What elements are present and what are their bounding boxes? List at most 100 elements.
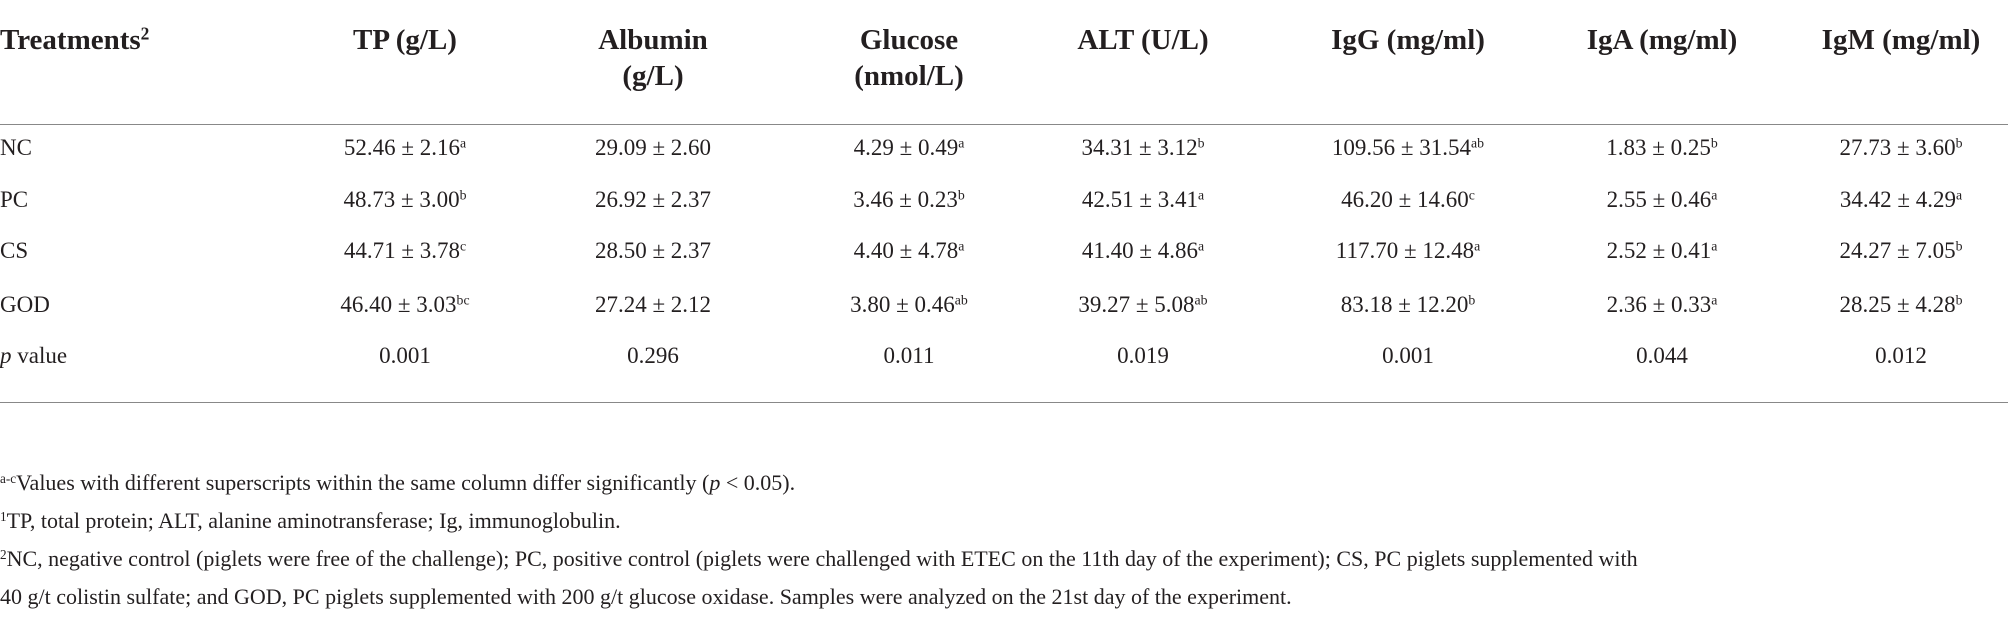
footnote: 40 g/t colistin sulfate; and GOD, PC pig… — [0, 584, 1292, 610]
cell: 117.70 ± 12.48a — [1336, 238, 1480, 264]
cell-value: 3.80 ± 0.46 — [850, 292, 955, 317]
cell-value: 46.40 ± 3.03 — [340, 292, 457, 317]
cell: 0.296 — [627, 343, 679, 369]
cell-sup: a — [1711, 238, 1718, 254]
cell: 34.42 ± 4.29a — [1840, 187, 1962, 213]
header-line: IgA (mg/ml) — [1586, 24, 1738, 56]
cell: 3.80 ± 0.46ab — [850, 292, 968, 318]
cell: 4.40 ± 4.78a — [854, 238, 965, 264]
cell: 27.24 ± 2.12 — [595, 292, 711, 318]
cell-value: 52.46 ± 2.16 — [343, 135, 460, 160]
header-cell: Albumin (g/L) — [598, 22, 708, 94]
cell-sup: a — [460, 135, 467, 151]
header-cell: IgA (mg/ml) — [1587, 22, 1738, 58]
cell-value: 29.09 ± 2.60 — [594, 135, 712, 160]
header-cell: ALT (U/L) — [1077, 22, 1208, 58]
row-label: GOD — [0, 292, 50, 318]
cell-sup: a — [958, 238, 965, 254]
footnote: a-cValues with different superscripts wi… — [0, 470, 795, 496]
cell-value: 1.83 ± 0.25 — [1606, 135, 1711, 160]
cell-value: 34.31 ± 3.12 — [1081, 135, 1198, 160]
header-line: ALT (U/L) — [1077, 24, 1209, 56]
cell: 3.46 ± 0.23b — [853, 187, 965, 213]
cell-sup: b — [1468, 292, 1476, 308]
header-line: (g/L) — [622, 60, 684, 92]
cell-sup: b — [459, 187, 467, 203]
cell-value: 42.51 ± 3.41 — [1081, 187, 1198, 212]
cell-value: 0.001 — [379, 343, 431, 368]
cell-value: 46.20 ± 14.60 — [1341, 187, 1469, 212]
cell-value: 83.18 ± 12.20 — [1340, 292, 1469, 317]
cell-value: 4.29 ± 0.49 — [853, 135, 959, 160]
cell: 34.31 ± 3.12b — [1081, 135, 1204, 161]
cell: 26.92 ± 2.37 — [595, 187, 711, 213]
cell-sup: a — [1711, 292, 1718, 308]
cell-sup: c — [1468, 187, 1475, 203]
cell: 52.46 ± 2.16a — [344, 135, 466, 161]
cell-sup: bc — [456, 292, 470, 308]
cell-sup: a — [1198, 187, 1205, 203]
cell-value: 27.24 ± 2.12 — [594, 292, 712, 317]
cell: 0.001 — [1382, 343, 1434, 369]
header-line: IgG (mg/ml) — [1331, 24, 1485, 56]
cell-sup: b — [1710, 135, 1718, 151]
cell-sup: c — [460, 238, 467, 254]
cell: 0.012 — [1875, 343, 1927, 369]
footnote: 2NC, negative control (piglets were free… — [0, 546, 1638, 572]
cell: 28.50 ± 2.37 — [595, 238, 711, 264]
row-label: p value — [0, 343, 67, 369]
cell-value: 27.73 ± 3.60 — [1839, 135, 1956, 160]
cell-value: 28.25 ± 4.28 — [1839, 292, 1956, 317]
footnote-text: Values with different superscripts withi… — [16, 470, 710, 495]
cell-value: 28.50 ± 2.37 — [594, 238, 712, 263]
cell: 29.09 ± 2.60 — [595, 135, 711, 161]
header-cell: IgM (mg/ml) — [1822, 22, 1981, 58]
cell-sup: b — [1197, 135, 1205, 151]
cell: 28.25 ± 4.28b — [1839, 292, 1962, 318]
header-text: Treatments — [0, 24, 141, 56]
cell: 0.011 — [884, 343, 935, 369]
cell-value: 0.044 — [1636, 343, 1688, 368]
cell-sup: ab — [1194, 292, 1208, 308]
cell-value: 44.71 ± 3.78 — [343, 238, 460, 263]
cell: 48.73 ± 3.00b — [343, 187, 466, 213]
cell-value: 24.27 ± 7.05 — [1839, 238, 1956, 263]
cell-value: 117.70 ± 12.48 — [1335, 238, 1475, 263]
cell-value: 0.012 — [1875, 343, 1927, 368]
cell: 0.001 — [379, 343, 431, 369]
cell-value: 2.55 ± 0.46 — [1606, 187, 1712, 212]
cell-value: 3.46 ± 0.23 — [853, 187, 958, 212]
footnote-text: < 0.05). — [720, 470, 796, 495]
cell-sup: a — [1474, 238, 1481, 254]
cell-sup: a — [958, 135, 965, 151]
label-part: PC — [0, 187, 29, 212]
footnote-text: p — [709, 470, 721, 495]
cell-value: 41.40 ± 4.86 — [1081, 238, 1198, 263]
cell: 2.36 ± 0.33a — [1607, 292, 1718, 318]
cell: 42.51 ± 3.41a — [1082, 187, 1204, 213]
header-line: IgM (mg/ml) — [1821, 24, 1981, 56]
header-line: TP (g/L) — [353, 24, 457, 56]
header-cell: IgG (mg/ml) — [1331, 22, 1485, 58]
footnote-sup: 1 — [0, 508, 7, 524]
header-cell: Treatments2 — [0, 22, 149, 58]
label-part: value — [11, 343, 68, 368]
label-part: p — [0, 343, 12, 368]
cell-sup: b — [957, 187, 965, 203]
cell-sup: a — [1711, 187, 1718, 203]
cell: 109.56 ± 31.54ab — [1332, 135, 1484, 161]
cell: 0.019 — [1117, 343, 1169, 369]
cell: 2.52 ± 0.41a — [1607, 238, 1718, 264]
cell-value: 109.56 ± 31.54 — [1331, 135, 1472, 160]
header-line: Albumin — [598, 24, 708, 56]
cell-sup: a — [1198, 238, 1205, 254]
cell-sup: b — [1955, 135, 1963, 151]
cell-value: 26.92 ± 2.37 — [594, 187, 712, 212]
cell: 4.29 ± 0.49a — [854, 135, 965, 161]
cell-value: 0.296 — [627, 343, 679, 368]
footnote-sup: a-c — [0, 470, 17, 486]
header-sup: 2 — [140, 23, 150, 44]
cell-value: 0.011 — [883, 343, 935, 368]
